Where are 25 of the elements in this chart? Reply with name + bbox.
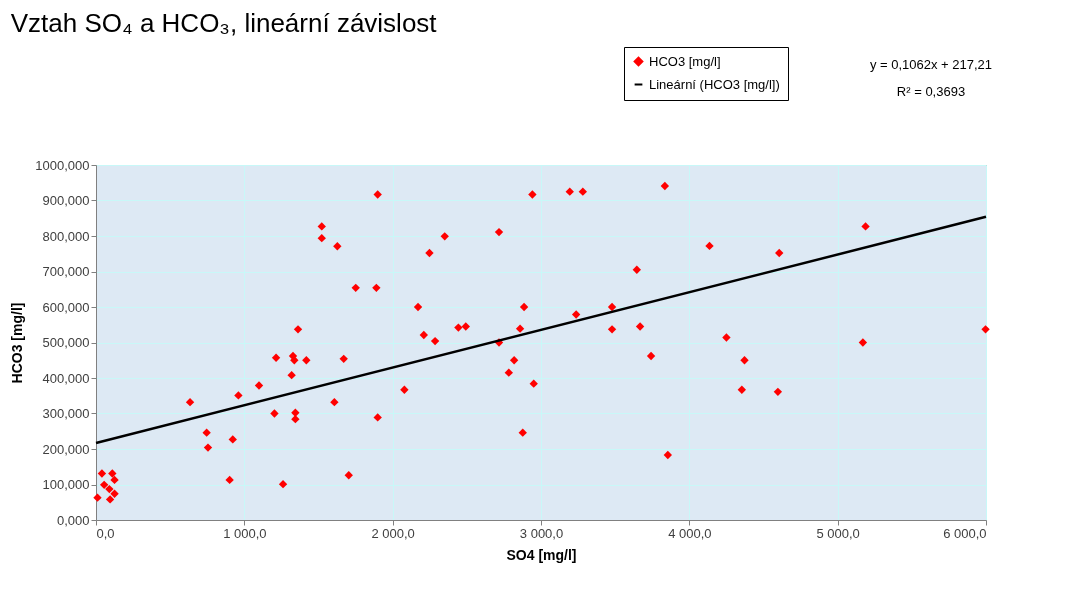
x-tick-label: 1 000,0	[223, 525, 267, 541]
y-tick-label: 300,000	[42, 406, 90, 421]
y-tick-label: 700,000	[42, 264, 90, 279]
y-tick-label: 0,000	[56, 512, 90, 528]
x-tick-label: 4 000,0	[668, 525, 712, 541]
y-tick-label: 500,000	[42, 335, 90, 350]
legend-label: HCO3 [mg/l]	[649, 53, 721, 69]
y-tick-label: 800,000	[42, 228, 90, 244]
legend-label: Lineární (HCO3 [mg/l])	[649, 76, 780, 92]
y-tick-label: 400,000	[42, 370, 90, 386]
x-tick-label: 6 000,0	[943, 525, 987, 541]
text: R² = 0,3693	[896, 84, 966, 99]
y-tick-label: 200,000	[42, 441, 90, 457]
y-tick-label: 600,000	[42, 299, 90, 315]
x-axis-title: SO4 [mg/l]	[506, 546, 577, 563]
y-axis-title: HCO3 [mg/l]	[9, 302, 26, 384]
x-tick-label: 0,0	[96, 525, 115, 541]
y-tick-label: 900,000	[42, 193, 90, 208]
chart-title: Vztah SO₄ a HCO₃, lineární závislost	[10, 7, 438, 38]
x-tick-label: 2 000,0	[371, 525, 415, 541]
y-tick-label: 1000,000	[35, 157, 90, 173]
text: y = 0,1062x + 217,21	[869, 57, 993, 72]
x-tick-label: 5 000,0	[816, 525, 860, 541]
y-tick-label: 100,000	[42, 477, 90, 492]
x-tick-label: 3 000,0	[519, 525, 564, 541]
